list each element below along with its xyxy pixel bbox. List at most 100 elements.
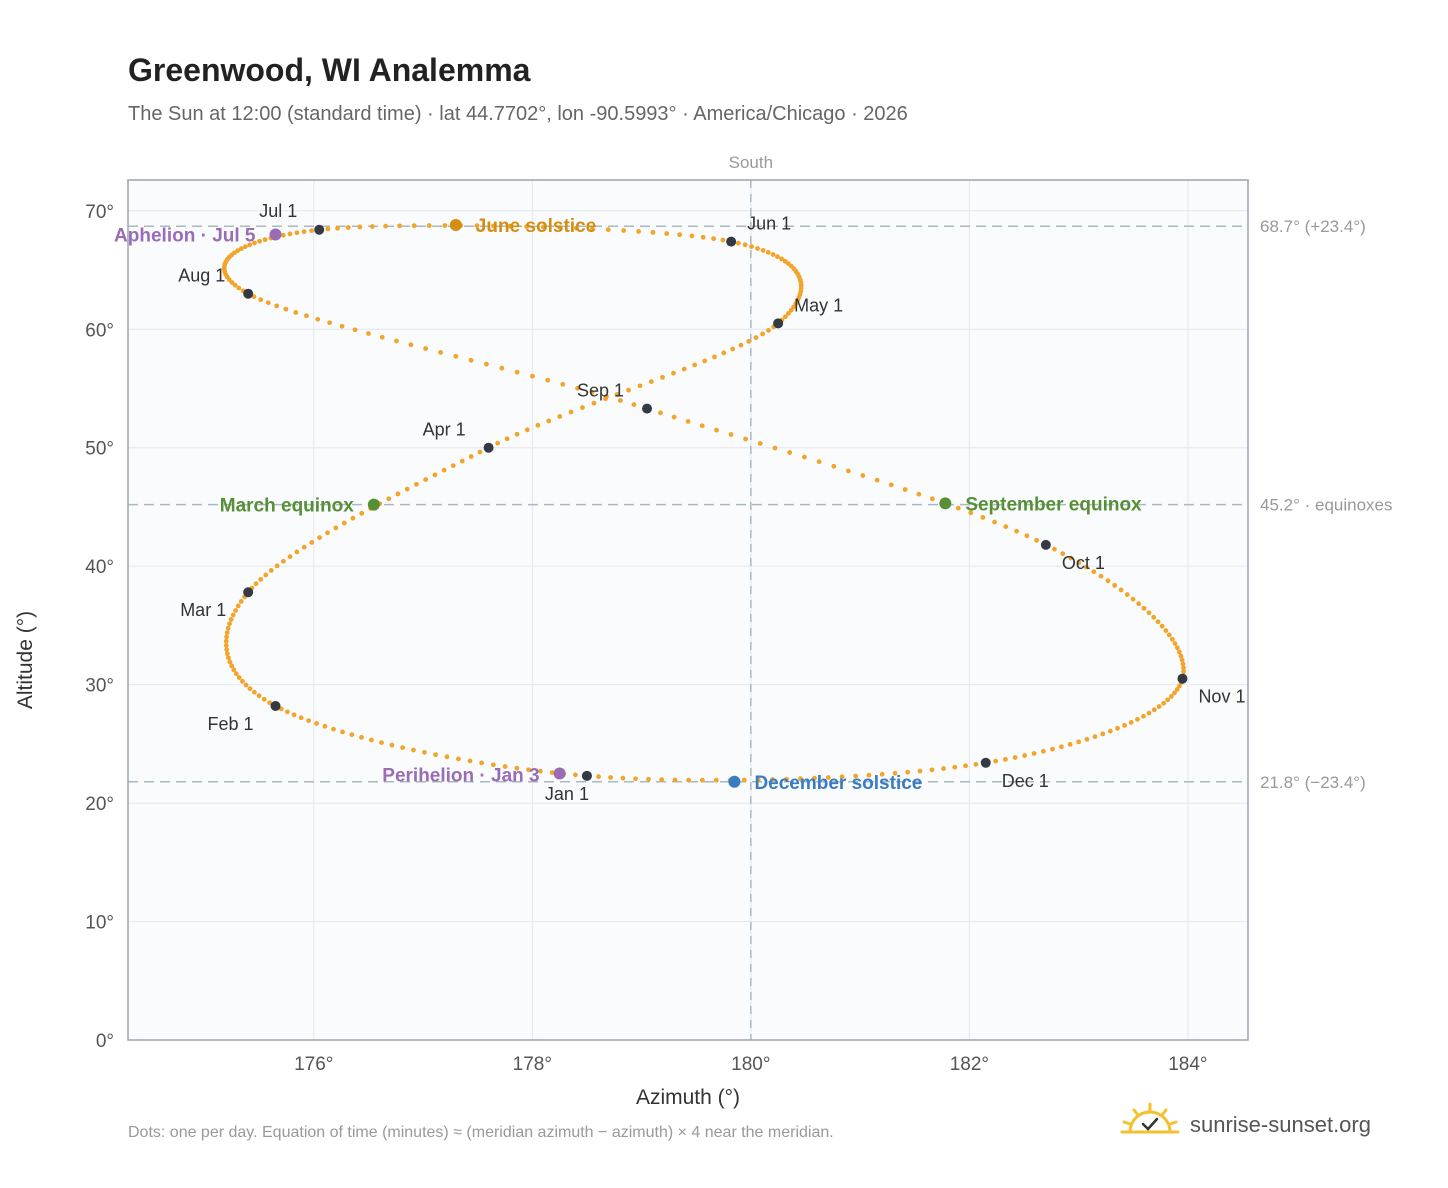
day-dot xyxy=(742,242,748,248)
day-dot xyxy=(1040,748,1046,754)
day-dot xyxy=(721,350,727,356)
month-marker xyxy=(243,587,254,598)
day-dot xyxy=(301,229,307,235)
x-axis-label: Azimuth (°) xyxy=(636,1086,740,1109)
day-dot xyxy=(423,346,429,351)
day-dot xyxy=(369,224,375,229)
day-dot xyxy=(685,418,691,424)
day-dot xyxy=(735,240,741,246)
reference-label: 68.7° (+23.4°) xyxy=(1260,217,1366,236)
event-markers: June solstice December solstice March equi… xyxy=(114,216,1142,794)
day-dot xyxy=(711,236,716,242)
day-dot xyxy=(243,682,249,688)
day-dot xyxy=(411,747,416,753)
month-marker xyxy=(581,770,592,781)
day-dot xyxy=(238,599,244,604)
day-dot xyxy=(1051,546,1057,552)
day-dot xyxy=(1098,573,1104,579)
day-dot xyxy=(775,254,780,260)
axes: 176° 178° 180° 182° 184° 0° 10° 20° 30° 40° 50° 60°… xyxy=(14,202,1208,1109)
day-dot xyxy=(1034,537,1040,543)
meridian-label: South xyxy=(729,153,773,172)
day-dot xyxy=(253,581,259,587)
day-dot xyxy=(798,776,803,782)
day-dot xyxy=(1058,744,1064,750)
day-dot xyxy=(1166,632,1172,638)
y-tick-label: 30° xyxy=(85,676,114,697)
day-dot xyxy=(1022,753,1028,758)
day-dot xyxy=(1128,719,1134,725)
day-dot xyxy=(287,554,293,560)
event-marker xyxy=(728,775,741,788)
day-dot xyxy=(1118,587,1124,593)
day-dot xyxy=(1060,551,1066,557)
y-tick-label: 10° xyxy=(85,913,114,934)
day-dot xyxy=(605,227,611,233)
day-dot xyxy=(648,379,654,384)
day-dot xyxy=(888,482,894,488)
day-dot xyxy=(223,643,229,648)
day-dot xyxy=(604,394,609,399)
day-dot xyxy=(699,777,705,783)
plot-frame xyxy=(127,179,1249,1041)
day-dot xyxy=(620,775,626,781)
day-dot xyxy=(225,625,231,631)
day-dot xyxy=(438,350,444,355)
day-dot xyxy=(538,768,543,774)
day-dot xyxy=(1151,707,1157,713)
day-dot xyxy=(304,313,309,319)
day-dot xyxy=(545,377,551,383)
day-dot xyxy=(490,762,496,768)
day-dot xyxy=(1050,746,1055,752)
day-dot xyxy=(812,775,817,781)
day-dot xyxy=(589,389,595,395)
day-dot xyxy=(256,693,262,699)
day-dot xyxy=(262,237,268,243)
day-dot xyxy=(1068,555,1074,561)
day-dot xyxy=(224,630,230,635)
day-dot xyxy=(238,246,244,252)
day-dot xyxy=(224,634,229,640)
day-dot xyxy=(741,777,747,783)
day-dot xyxy=(325,530,330,536)
day-dot xyxy=(535,422,541,428)
day-dot xyxy=(233,608,238,613)
day-dot xyxy=(1141,713,1146,719)
day-dot xyxy=(422,749,427,755)
day-dot xyxy=(590,226,595,232)
day-dot xyxy=(787,450,793,455)
x-tick-label: 180° xyxy=(731,1054,770,1075)
brand[interactable]: sunrise-sunset.org xyxy=(1120,1100,1420,1150)
page-title: Greenwood, WI Analemma xyxy=(128,52,531,88)
day-dot xyxy=(298,715,304,721)
day-dot xyxy=(229,280,235,285)
day-dot xyxy=(753,335,759,341)
day-dot xyxy=(557,225,563,230)
day-dot xyxy=(659,777,665,783)
month-label: Nov 1 xyxy=(1198,687,1245,707)
day-dot xyxy=(905,769,911,775)
day-dot xyxy=(309,228,314,234)
day-dot xyxy=(1176,649,1182,655)
day-dot xyxy=(1105,578,1111,584)
footnote: Dots: one per day. Equation of time (min… xyxy=(128,1124,834,1141)
day-dot xyxy=(474,223,480,229)
day-dot xyxy=(874,477,880,483)
day-dot xyxy=(743,436,748,442)
day-dot xyxy=(633,776,638,782)
day-dot xyxy=(235,603,241,609)
brand-name[interactable]: sunrise-sunset.org xyxy=(1190,1112,1371,1137)
month-label: Jun 1 xyxy=(747,214,791,234)
day-dot xyxy=(782,258,788,264)
month-marker xyxy=(483,442,494,453)
x-tick-label: 176° xyxy=(294,1054,333,1075)
day-dot xyxy=(450,463,456,468)
day-dot xyxy=(261,696,267,702)
day-dot xyxy=(349,732,355,738)
day-dot xyxy=(831,463,837,469)
day-dot xyxy=(968,510,974,516)
day-dot xyxy=(712,354,717,360)
day-dot xyxy=(331,726,336,732)
month-marker xyxy=(270,700,281,711)
day-dot xyxy=(499,365,505,371)
